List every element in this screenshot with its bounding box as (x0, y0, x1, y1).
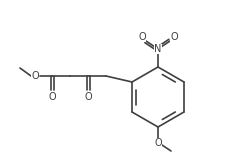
Text: O: O (48, 92, 56, 102)
Text: O: O (138, 32, 146, 42)
Text: O: O (84, 92, 92, 102)
Text: O: O (170, 32, 178, 42)
Text: O: O (154, 138, 162, 148)
Text: O: O (31, 71, 39, 81)
Text: N: N (154, 44, 162, 54)
